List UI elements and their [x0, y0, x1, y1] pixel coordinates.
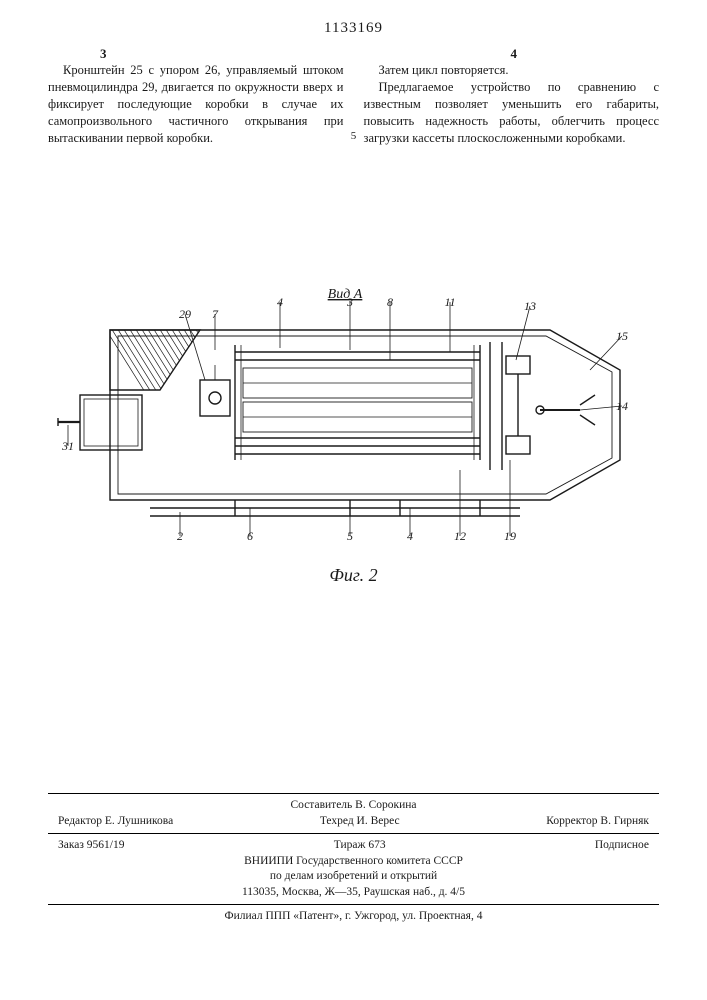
svg-text:11: 11 — [444, 295, 455, 309]
svg-text:12: 12 — [454, 529, 466, 543]
right-column: Затем цикл повторяется.Предлагаемое устр… — [364, 62, 660, 146]
col-number-right: 4 — [511, 46, 518, 62]
col-number-left: 3 — [100, 46, 107, 62]
svg-text:13: 13 — [524, 299, 536, 313]
svg-text:29: 29 — [179, 307, 191, 321]
org-line-2: по делам изобретений и открытий — [48, 869, 659, 885]
org-line-1: ВНИИПИ Государственного комитета СССР — [48, 854, 659, 870]
subscription: Подписное — [595, 838, 649, 854]
address-1: 113035, Москва, Ж—35, Раушская наб., д. … — [48, 885, 659, 901]
figure-svg: Вид А 7 29 4 3 8 11 13 15 14 31 2 6 5 4 12 19 — [50, 260, 660, 570]
svg-text:6: 6 — [247, 529, 253, 543]
svg-text:19: 19 — [504, 529, 516, 543]
figure-2: Вид А 7 29 4 3 8 11 13 15 14 31 2 6 5 4 12 19 — [50, 260, 660, 570]
figure-caption: Фиг. 2 — [329, 565, 377, 586]
corrector: Корректор В. Гирняк — [546, 814, 649, 830]
svg-text:4: 4 — [277, 295, 283, 309]
svg-text:15: 15 — [616, 329, 628, 343]
svg-text:7: 7 — [212, 307, 219, 321]
address-2: Филиал ППП «Патент», г. Ужгород, ул. Про… — [48, 909, 659, 925]
line-marker: 5 — [351, 130, 357, 142]
imprint-footer: Составитель В. Сорокина Редактор Е. Лушн… — [48, 789, 659, 925]
svg-text:Вид А: Вид А — [328, 287, 363, 302]
svg-text:14: 14 — [616, 399, 628, 413]
svg-text:2: 2 — [177, 529, 183, 543]
order-no: Заказ 9561/19 — [58, 838, 125, 854]
right-para: Затем цикл повторяется. — [364, 62, 660, 79]
tirazh: Тираж 673 — [334, 838, 386, 854]
left-column: Кронштейн 25 с упором 26, управляемый шт… — [48, 62, 344, 146]
compiler-line: Составитель В. Сорокина — [48, 798, 659, 814]
doc-number: 1133169 — [324, 20, 383, 37]
left-para: Кронштейн 25 с упором 26, управляемый шт… — [48, 63, 344, 145]
tech-editor: Техред И. Верес — [320, 814, 400, 830]
patent-page: 1133169 3 4 Кронштейн 25 с упором 26, уп… — [0, 0, 707, 1000]
svg-text:4: 4 — [407, 529, 413, 543]
right-para: Предлагаемое устройство по сравнению с и… — [364, 79, 660, 147]
svg-text:3: 3 — [346, 295, 353, 309]
svg-text:5: 5 — [347, 529, 353, 543]
svg-text:31: 31 — [61, 439, 74, 453]
editor: Редактор Е. Лушникова — [58, 814, 173, 830]
svg-text:8: 8 — [387, 295, 393, 309]
